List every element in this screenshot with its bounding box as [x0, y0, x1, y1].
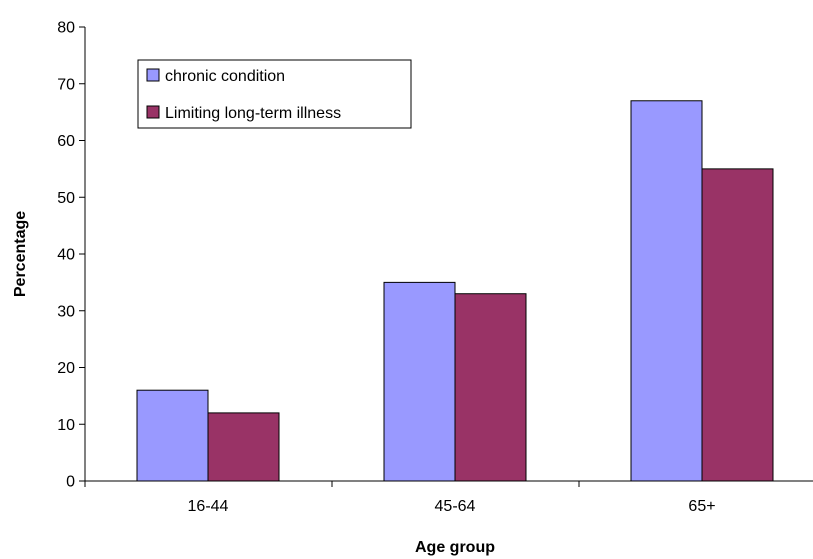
- legend-label-chronic-condition: chronic condition: [165, 68, 285, 85]
- x-tick-label-16-44: 16-44: [188, 498, 229, 515]
- bar-limiting-long-term-illness-16-44: [207, 412, 280, 482]
- y-axis-title: Percentage: [12, 211, 29, 297]
- y-axis-ticks: 0 10 20 30 40 50 60 70 80: [57, 20, 85, 491]
- y-tick-label-20: 20: [57, 360, 75, 377]
- legend-label-limiting-long-term-illness: Limiting long-term illness: [165, 105, 341, 122]
- y-tick-label-0: 0: [66, 474, 75, 491]
- legend-swatch-limiting-long-term-illness: [146, 105, 160, 119]
- y-tick-label-50: 50: [57, 190, 75, 207]
- legend-swatch-chronic-condition: [146, 68, 160, 82]
- bar-limiting-long-term-illness-65+: [701, 168, 774, 482]
- y-tick-label-70: 70: [57, 76, 75, 93]
- legend: chronic condition Limiting long-term ill…: [137, 59, 412, 129]
- x-axis-ticks: 16-44 45-64 65+: [84, 481, 716, 515]
- y-tick-label-10: 10: [57, 417, 75, 434]
- bar-chronic-condition-45-64: [383, 281, 456, 482]
- x-tick-label-45-64: 45-64: [435, 498, 476, 515]
- bar-chronic-condition-16-44: [136, 389, 209, 482]
- y-tick-label-30: 30: [57, 303, 75, 320]
- x-axis-title: Age group: [415, 539, 495, 556]
- legend-box: [137, 59, 412, 129]
- bar-chronic-condition-65+: [630, 100, 703, 482]
- bar-limiting-long-term-illness-45-64: [454, 293, 527, 482]
- y-tick-label-40: 40: [57, 247, 75, 264]
- y-tick-label-60: 60: [57, 133, 75, 150]
- y-tick-label-80: 80: [57, 20, 75, 37]
- x-tick-label-65+: 65+: [688, 498, 715, 515]
- bar-series: [136, 100, 774, 482]
